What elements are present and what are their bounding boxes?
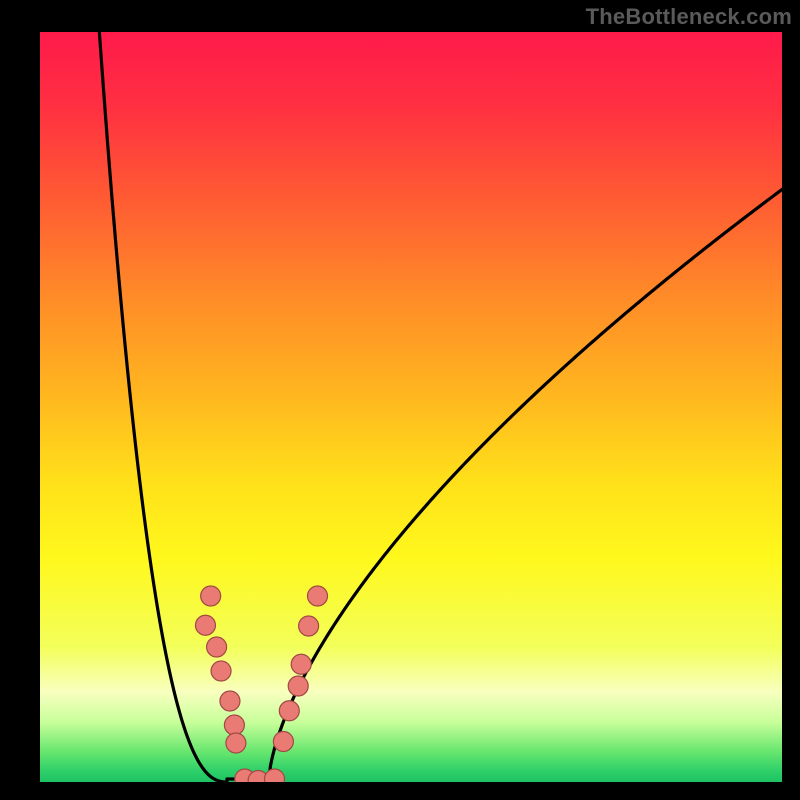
data-marker (195, 615, 215, 635)
data-marker (308, 586, 328, 606)
data-marker (291, 654, 311, 674)
data-marker (201, 586, 221, 606)
data-marker (224, 715, 244, 735)
bottleneck-curve (99, 32, 782, 782)
data-marker (279, 701, 299, 721)
data-marker (264, 769, 284, 782)
data-marker (288, 676, 308, 696)
data-marker (207, 637, 227, 657)
chart-container: TheBottleneck.com (0, 0, 800, 800)
watermark-text: TheBottleneck.com (586, 4, 792, 30)
curve-overlay (40, 32, 782, 782)
data-marker (273, 732, 293, 752)
data-marker (226, 733, 246, 753)
data-marker (299, 616, 319, 636)
data-marker (211, 661, 231, 681)
plot-area (40, 32, 782, 782)
data-marker (220, 691, 240, 711)
